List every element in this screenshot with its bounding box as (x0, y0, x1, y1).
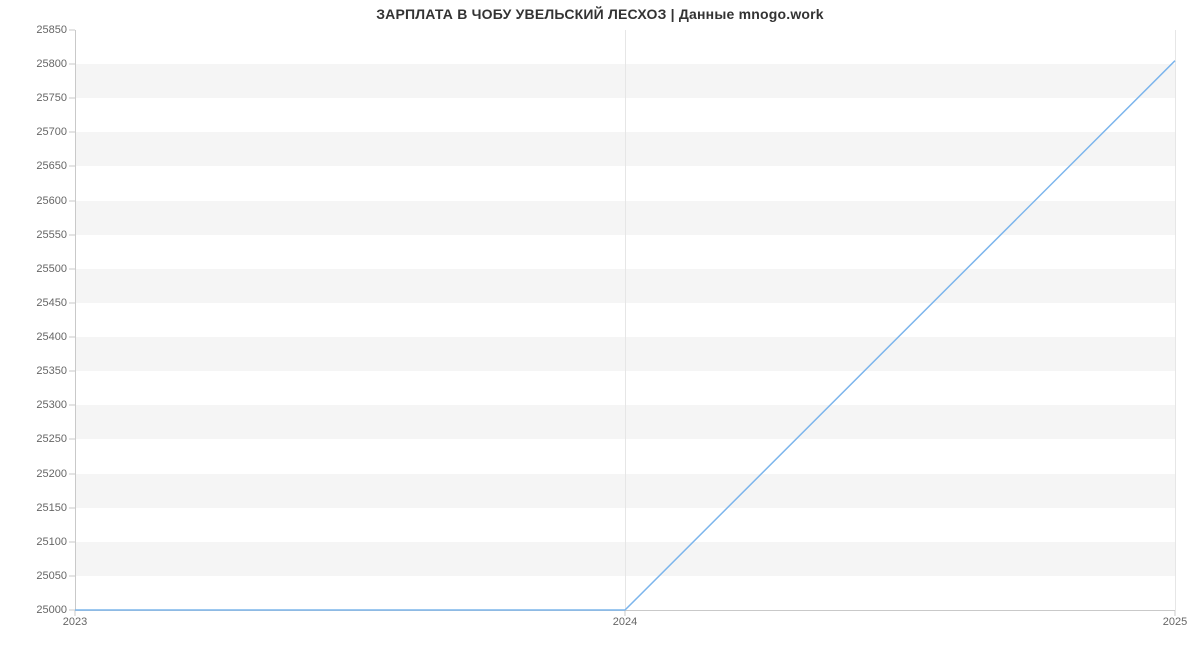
y-tick-label: 25500 (36, 263, 67, 275)
y-tick-label: 25400 (36, 331, 67, 343)
y-tick-label: 25450 (36, 297, 67, 309)
y-tick-label: 25300 (36, 399, 67, 411)
y-tick-label: 25200 (36, 468, 67, 480)
salary-line-chart: ЗАРПЛАТА В ЧОБУ УВЕЛЬСКИЙ ЛЕСХОЗ | Данны… (0, 0, 1200, 650)
y-tick-label: 25000 (36, 604, 67, 616)
y-tick-label: 25800 (36, 58, 67, 70)
y-tick-label: 25350 (36, 365, 67, 377)
x-gridline (1175, 30, 1176, 610)
y-tick-label: 25700 (36, 126, 67, 138)
y-tick-label: 25850 (36, 24, 67, 36)
chart-title: ЗАРПЛАТА В ЧОБУ УВЕЛЬСКИЙ ЛЕСХОЗ | Данны… (0, 6, 1200, 22)
series-line-salary (75, 61, 1175, 610)
y-tick-label: 25050 (36, 570, 67, 582)
y-tick-label: 25250 (36, 433, 67, 445)
x-tick-label: 2023 (63, 616, 87, 628)
y-tick-label: 25550 (36, 229, 67, 241)
y-tick-label: 25100 (36, 536, 67, 548)
plot-area: 2500025050251002515025200252502530025350… (75, 30, 1175, 610)
y-tick-label: 25750 (36, 92, 67, 104)
series-layer (75, 30, 1175, 610)
y-tick-label: 25650 (36, 160, 67, 172)
x-tick-label: 2024 (613, 616, 637, 628)
y-tick-label: 25150 (36, 502, 67, 514)
x-tick-label: 2025 (1163, 616, 1187, 628)
y-tick-label: 25600 (36, 195, 67, 207)
